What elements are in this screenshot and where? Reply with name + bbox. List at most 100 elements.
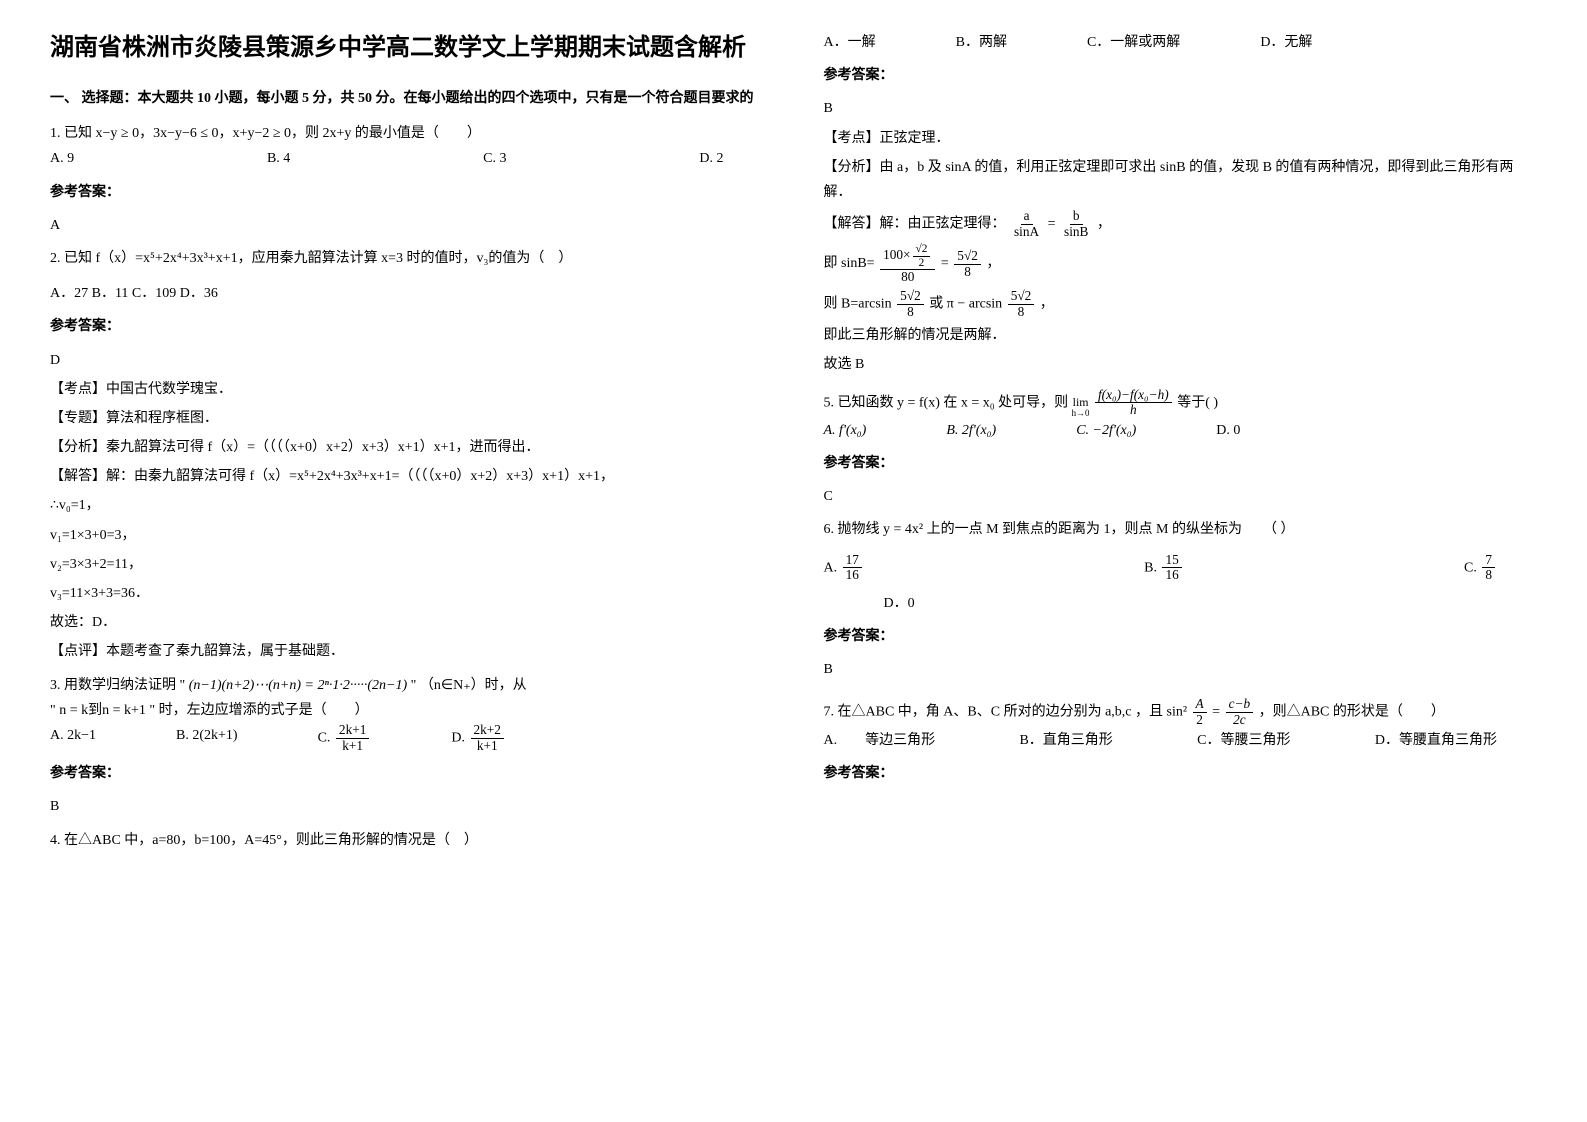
q4-optD: D．无解 — [1260, 30, 1312, 55]
q5-optC: C. −2f'(x₀) — [1076, 418, 1136, 443]
question-5: 5. 已知函数 y = f(x) 在 x = x₀ 处可导，则 lim h→0 … — [824, 388, 1538, 510]
q5-lim-frac: f(x₀)−f(x₀−h) h — [1095, 388, 1172, 418]
q4-sinb-rnum: 5√2 — [954, 249, 981, 265]
question-2: 2. 已知 f（x）=x⁵+2x⁴+3x³+x+1，应用秦九韶算法计算 x=3 … — [50, 246, 764, 665]
q3-optD-frac: 2k+2 k+1 — [471, 723, 504, 753]
right-column: A．一解 B．两解 C．一解或两解D．无解 参考答案： B 【考点】正弦定理． … — [824, 30, 1538, 861]
q4-optB: B．两解 — [956, 30, 1007, 55]
q5-answer-label: 参考答案： — [824, 451, 1538, 476]
q5-lim: lim h→0 f(x₀)−f(x₀−h) h — [1072, 388, 1174, 418]
q3-line2: " n = k到n = k+1 " 时，左边应增添的式子是（ ） — [50, 698, 764, 723]
q4-sqrt2-frac: √22 — [913, 243, 931, 269]
q4-sqrt2-num: √2 — [913, 243, 931, 256]
q4-b-num2: 5√2 — [1008, 289, 1035, 305]
q3-optA: A. 2k−1 — [50, 723, 96, 753]
q3-line1: 3. 用数学归纳法证明 " (n−1)(n+2)⋯(n+n) = 2ⁿ·1·2·… — [50, 673, 764, 698]
q4-frac1-num: a — [1021, 209, 1033, 225]
q2-answer: D — [50, 348, 764, 373]
q4-optA: A．一解 — [824, 30, 876, 55]
q3-p2: " （n∈N₊）时，从 — [411, 678, 527, 693]
q7-options: A. 等边三角形 B．直角三角形 C．等腰三角形 D．等腰直角三角形 — [824, 728, 1538, 753]
q5-optB: B. 2f'(x₀) — [946, 418, 996, 443]
q3-options: A. 2k−1 B. 2(2k+1) C. 2k+1 k+1 D. 2k+2 k… — [50, 723, 764, 753]
q6-optC-frac: 7 8 — [1482, 553, 1495, 583]
page-title: 湖南省株洲市炎陵县策源乡中学高二数学文上学期期末试题含解析 — [50, 30, 764, 66]
q6-optB-num: 15 — [1162, 553, 1181, 569]
q6-optB: B. 15 16 — [1144, 553, 1184, 583]
q4-b-frac: 5√2 8 — [897, 289, 924, 319]
q2-s1: ∴v₀=1， — [50, 493, 764, 518]
q4-solve-label: 【解答】解：由正弦定理得： — [824, 216, 1006, 231]
q2-comment: 【点评】本题考查了秦九韶算法，属于基础题． — [50, 639, 764, 664]
q3-answer: B — [50, 794, 764, 819]
q3-p1: 3. 用数学归纳法证明 " — [50, 678, 185, 693]
q5-lim-den: h — [1127, 403, 1140, 418]
q6-optA: A. 17 16 — [824, 553, 864, 583]
q5-p1: 5. 已知函数 y = f(x) 在 x = x₀ 处可导，则 — [824, 395, 1072, 410]
q6-optC-num: 7 — [1482, 553, 1495, 569]
q2-answer-label: 参考答案： — [50, 314, 764, 339]
q4-b: 则 B=arcsin 5√2 8 或 π − arcsin 5√2 8 ， — [824, 289, 1538, 319]
q7-sin-num: A — [1193, 697, 1207, 713]
q7-sin-label: sin² — [1167, 705, 1188, 720]
q4-frac2: b sinB — [1061, 209, 1091, 239]
q4-sinb-frac: 100×√22 80 — [880, 243, 935, 285]
q3-optD-den: k+1 — [474, 739, 501, 754]
q4-frac2-num: b — [1070, 209, 1083, 225]
q6-optA-num: 17 — [843, 553, 862, 569]
q3-optD-label: D. — [451, 730, 468, 745]
q7-optA: A. 等边三角形 — [824, 728, 936, 753]
q5-answer: C — [824, 484, 1538, 509]
q5-lim-num: f(x₀)−f(x₀−h) — [1095, 388, 1172, 404]
q6-optB-label: B. — [1144, 560, 1160, 575]
q4-b-frac2: 5√2 8 — [1008, 289, 1035, 319]
q7-optB: B．直角三角形 — [1019, 728, 1112, 753]
q2-options: A．27 B．11 C．109 D．36 — [50, 281, 764, 306]
q3-optC-label: C. — [318, 730, 334, 745]
q1-optC: C. 3 — [483, 146, 506, 171]
q5-lim-sym: lim h→0 — [1072, 397, 1090, 418]
q4-sinb-num: 100×√22 — [880, 243, 935, 270]
q6-answer-label: 参考答案： — [824, 624, 1538, 649]
q2-point: 【考点】中国古代数学瑰宝． — [50, 377, 764, 402]
q3-optB: B. 2(2k+1) — [176, 723, 238, 753]
q3-optC-frac: 2k+1 k+1 — [336, 723, 369, 753]
q5-lim-sub: h→0 — [1072, 409, 1090, 418]
q7-optD: D．等腰直角三角形 — [1375, 728, 1497, 753]
q4-text: 4. 在△ABC 中，a=80，b=100，A=45°，则此三角形解的情况是（ … — [50, 828, 764, 853]
question-7: 7. 在△ABC 中，角 A、B、C 所对的边分别为 a,b,c ，且 sin²… — [824, 697, 1538, 786]
q3-optD: D. 2k+2 k+1 — [451, 723, 506, 753]
q4-frac1: a sinA — [1011, 209, 1042, 239]
q4-comma2: ， — [986, 256, 1000, 271]
q4-comma3: ， — [1040, 296, 1054, 311]
q6-text: 6. 抛物线 y = 4x² 上的一点 M 到焦点的距离为 1，则点 M 的纵坐… — [824, 517, 1538, 542]
q4-answer-label: 参考答案： — [824, 63, 1538, 88]
q1-optB: B. 4 — [267, 146, 290, 171]
q4-comma: ， — [1097, 216, 1111, 231]
q7-p1: 7. 在△ABC 中，角 A、B、C 所对的边分别为 a,b,c ，且 — [824, 705, 1167, 720]
q4-frac1-den: sinA — [1011, 225, 1042, 240]
q1-optD: D. 2 — [699, 146, 723, 171]
q1-answer-label: 参考答案： — [50, 180, 764, 205]
q4-analysis: 【分析】由 a，b 及 sinA 的值，利用正弦定理即可求出 sinB 的值，发… — [824, 155, 1538, 205]
q5-line1: 5. 已知函数 y = f(x) 在 x = x₀ 处可导，则 lim h→0 … — [824, 388, 1538, 418]
q4-point: 【考点】正弦定理． — [824, 126, 1538, 151]
q4-b-or: 或 π − arcsin — [929, 296, 1005, 311]
q4-b-label: 则 B=arcsin — [824, 296, 896, 311]
q7-p2: ，则△ABC 的形状是（ ） — [1259, 705, 1445, 720]
question-4-stem: 4. 在△ABC 中，a=80，b=100，A=45°，则此三角形解的情况是（ … — [50, 828, 764, 853]
q3-formula: (n−1)(n+2)⋯(n+n) = 2ⁿ·1·2·····(2n−1) — [189, 678, 407, 693]
q3-optC: C. 2k+1 k+1 — [318, 723, 372, 753]
q4-sinb: 即 sinB= 100×√22 80 = 5√2 8 ， — [824, 243, 1538, 285]
question-3: 3. 用数学归纳法证明 " (n−1)(n+2)⋯(n+n) = 2ⁿ·1·2·… — [50, 673, 764, 820]
q4-sqrt2-den: 2 — [916, 257, 928, 269]
q6-optB-frac: 15 16 — [1162, 553, 1181, 583]
q4-eq: = — [1048, 216, 1059, 231]
q6-optB-den: 16 — [1162, 568, 1181, 583]
q7-sin-eq: = — [1212, 705, 1223, 720]
q1-answer: A — [50, 213, 764, 238]
q4-sinb-eq: = — [941, 256, 952, 271]
q4-sinb-label: 即 sinB= — [824, 256, 875, 271]
q3-optC-den: k+1 — [339, 739, 366, 754]
q2-solve: 【解答】解：由秦九韶算法可得 f（x）=x⁵+2x⁴+3x³+x+1=（（（（x… — [50, 464, 764, 489]
